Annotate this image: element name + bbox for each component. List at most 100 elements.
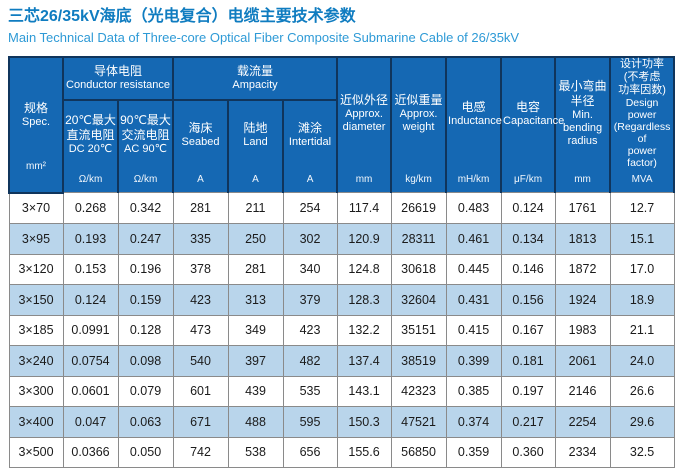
value-cell: 128.3 — [336, 284, 392, 316]
value-cell: 281 — [227, 253, 284, 285]
spec-cell: 3×240 — [8, 345, 64, 377]
value-cell: 117.4 — [336, 192, 392, 224]
spec-cell: 3×400 — [8, 406, 64, 438]
value-cell: 254 — [282, 192, 338, 224]
value-cell: 0.385 — [445, 375, 502, 407]
col-header-spec-en: Spec. — [21, 115, 51, 128]
value-cell: 378 — [172, 253, 229, 285]
value-cell: 0.360 — [500, 436, 556, 468]
value-cell: 488 — [227, 406, 284, 438]
col-header-seabed: 海床 Seabed — [172, 98, 230, 171]
spec-cell: 3×95 — [8, 223, 64, 255]
value-cell: 12.7 — [609, 192, 675, 224]
table-row: 3×400 0.047 0.063 671 488 595 150.3 47521 0.374 0… — [8, 406, 675, 438]
col-header-design-power: 设计功率 (不考虑 功率因数) Design power (Regardless… — [609, 56, 676, 170]
group-ampacity-en: Ampacity — [232, 79, 278, 92]
value-cell: 132.2 — [336, 314, 392, 346]
unit-land: A — [227, 169, 285, 193]
table-header: 规格 Spec. mm² 导体电阻 Conductor resistance 载… — [8, 56, 676, 194]
value-cell: 0.359 — [445, 436, 502, 468]
header-units-row: Ω/km Ω/km A A A mm kg/km mH/km μF/km mm … — [9, 169, 676, 193]
value-cell: 32.5 — [609, 436, 675, 468]
spec-cell: 3×300 — [8, 375, 64, 407]
value-cell: 2146 — [554, 375, 611, 407]
value-cell: 120.9 — [336, 223, 392, 255]
unit-spec: mm² — [26, 160, 46, 172]
value-cell: 0.079 — [117, 375, 174, 407]
value-cell: 0.197 — [500, 375, 556, 407]
group-header-conductor-resistance: 导体电阻 Conductor resistance — [61, 56, 175, 101]
value-cell: 0.193 — [62, 223, 119, 255]
value-cell: 0.134 — [500, 223, 556, 255]
header-sub-row: 20℃最大 直流电阻 DC 20℃ 90℃最大 交流电阻 AC 90℃ 海床 S… — [9, 98, 674, 171]
unit-bending-radius: mm — [554, 169, 612, 193]
value-cell: 26.6 — [609, 375, 675, 407]
value-cell: 30618 — [390, 253, 447, 285]
col-header-bending-radius: 最小弯曲 半径 Min. bending radius — [554, 56, 612, 170]
value-cell: 137.4 — [336, 345, 392, 377]
value-cell: 595 — [282, 406, 338, 438]
col-header-ac90: 90℃最大 交流电阻 AC 90℃ — [116, 98, 175, 171]
value-cell: 0.268 — [62, 192, 119, 224]
value-cell: 0.0754 — [62, 345, 119, 377]
value-cell: 0.374 — [445, 406, 502, 438]
value-cell: 540 — [172, 345, 229, 377]
value-cell: 56850 — [390, 436, 447, 468]
title-block: 三芯26/35kV海底（光电复合）电缆主要技术参数 Main Technical… — [8, 7, 679, 46]
value-cell: 1813 — [554, 223, 611, 255]
value-cell: 0.047 — [62, 406, 119, 438]
col-header-diameter: 近似外径 Approx. diameter — [336, 56, 393, 170]
group-conductor-zh: 导体电阻 — [94, 64, 143, 79]
unit-design-power: MVA — [609, 169, 676, 193]
value-cell: 0.461 — [445, 223, 502, 255]
value-cell: 313 — [227, 284, 284, 316]
value-cell: 0.146 — [500, 253, 556, 285]
value-cell: 0.128 — [117, 314, 174, 346]
value-cell: 671 — [172, 406, 229, 438]
value-cell: 1924 — [554, 284, 611, 316]
value-cell: 0.483 — [445, 192, 502, 224]
value-cell: 150.3 — [336, 406, 392, 438]
value-cell: 601 — [172, 375, 229, 407]
value-cell: 0.063 — [117, 406, 174, 438]
unit-diameter: mm — [336, 169, 393, 193]
value-cell: 423 — [172, 284, 229, 316]
col-header-land: 陆地 Land — [227, 98, 285, 171]
unit-inductance: mH/km — [445, 169, 503, 193]
value-cell: 0.399 — [445, 345, 502, 377]
table-row: 3×240 0.0754 0.098 540 397 482 137.4 38519 0.399… — [8, 345, 675, 377]
value-cell: 2254 — [554, 406, 611, 438]
table-row: 3×95 0.193 0.247 335 250 302 120.9 28311 0.461 0.… — [8, 223, 675, 255]
value-cell: 482 — [282, 345, 338, 377]
value-cell: 17.0 — [609, 253, 675, 285]
col-header-spec-zh: 规格 — [23, 100, 48, 115]
value-cell: 15.1 — [609, 223, 675, 255]
value-cell: 250 — [227, 223, 284, 255]
col-header-inductance: 电感 Inductance — [445, 56, 503, 170]
header-group-row: 规格 Spec. mm² 导体电阻 Conductor resistance 载… — [8, 56, 676, 194]
value-cell: 439 — [227, 375, 284, 407]
table-body: 3×70 0.268 0.342 281 211 254 117.4 26619 0.483 0.… — [8, 192, 675, 468]
table-row: 3×500 0.0366 0.050 742 538 656 155.6 56850 0.359… — [8, 436, 675, 468]
col-header-weight: 近似重量 Approx. weight — [390, 56, 448, 170]
value-cell: 0.415 — [445, 314, 502, 346]
value-cell: 0.124 — [500, 192, 556, 224]
value-cell: 0.050 — [117, 436, 174, 468]
unit-intertidal: A — [282, 169, 339, 193]
unit-seabed: A — [172, 169, 230, 193]
value-cell: 656 — [282, 436, 338, 468]
unit-weight: kg/km — [390, 169, 448, 193]
spec-cell: 3×500 — [8, 436, 64, 468]
value-cell: 349 — [227, 314, 284, 346]
value-cell: 32604 — [390, 284, 447, 316]
value-cell: 397 — [227, 345, 284, 377]
col-header-dc20: 20℃最大 直流电阻 DC 20℃ — [62, 98, 119, 171]
table-row: 3×150 0.124 0.159 423 313 379 128.3 32604 0.431 0… — [8, 284, 675, 316]
value-cell: 742 — [172, 436, 229, 468]
value-cell: 155.6 — [336, 436, 392, 468]
page-title-en: Main Technical Data of Three-core Optica… — [8, 30, 520, 45]
value-cell: 0.153 — [62, 253, 119, 285]
value-cell: 1983 — [554, 314, 611, 346]
value-cell: 35151 — [390, 314, 447, 346]
cable-spec-table: 规格 Spec. mm² 导体电阻 Conductor resistance 载… — [8, 56, 676, 468]
